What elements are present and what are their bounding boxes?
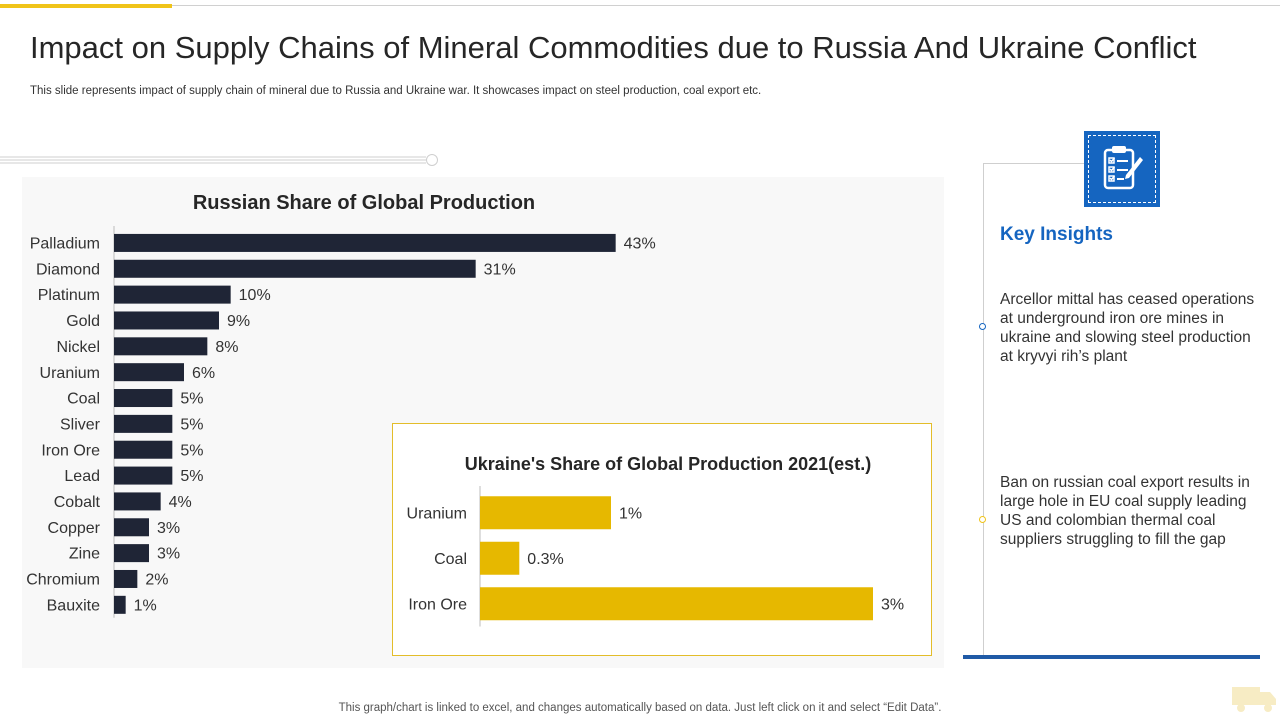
ukraine-bar <box>480 587 873 621</box>
insights-icon-box <box>1084 131 1160 207</box>
top-accent-bar <box>0 4 172 8</box>
russia-tick-label: Chromium <box>26 572 100 589</box>
russia-tick-label: Coal <box>67 391 100 408</box>
ukraine-tick-label: Uranium <box>407 505 467 522</box>
truck-icon <box>1232 687 1276 712</box>
clipboard-checklist-icon <box>1103 146 1143 190</box>
russia-data-label: 2% <box>145 572 168 589</box>
slide-title: Impact on Supply Chains of Mineral Commo… <box>30 30 1197 65</box>
russia-data-label: 6% <box>192 365 215 382</box>
russia-chart-title: Russian Share of Global Production <box>193 192 535 214</box>
russia-data-label: 10% <box>239 287 271 304</box>
footer-note: This graph/chart is linked to excel, and… <box>338 702 942 714</box>
ukraine-chart-title: Ukraine's Share of Global Production 202… <box>465 454 871 474</box>
russia-bar <box>114 414 173 433</box>
russia-bar <box>114 544 149 563</box>
russia-tick-label: Cobalt <box>54 494 101 511</box>
russia-bar <box>114 492 161 511</box>
ukraine-bar <box>480 496 611 530</box>
russia-tick-label: Iron Ore <box>41 442 100 459</box>
russia-data-label: 4% <box>169 494 192 511</box>
russia-bar <box>114 466 173 485</box>
russia-data-label: 3% <box>157 520 180 537</box>
russia-tick-label: Copper <box>48 520 101 537</box>
insights-frame-top <box>983 163 1085 164</box>
russia-bar <box>114 311 219 330</box>
russia-tick-label: Zine <box>69 546 100 563</box>
russia-tick-label: Bauxite <box>47 597 100 614</box>
top-divider-line <box>0 5 1280 6</box>
russia-data-label: 1% <box>134 597 157 614</box>
russia-tick-label: Platinum <box>38 287 100 304</box>
russia-bar-chart[interactable]: Russian Share of Global Production Pallad… <box>22 177 944 668</box>
key-insights-title: Key Insights <box>1000 224 1113 245</box>
ukraine-chart-panel[interactable]: Ukraine's Share of Global Production 202… <box>392 423 932 656</box>
russia-bar <box>114 259 476 278</box>
russia-data-label: 9% <box>227 313 250 330</box>
russia-bar <box>114 569 138 588</box>
ukraine-data-label: 3% <box>881 596 904 613</box>
russia-bar <box>114 518 149 537</box>
russia-tick-label: Lead <box>64 468 100 485</box>
russia-bar <box>114 233 616 252</box>
russia-tick-label: Palladium <box>30 236 100 253</box>
russia-tick-label: Gold <box>66 313 100 330</box>
russia-tick-label: Nickel <box>56 339 100 356</box>
russia-data-label: 5% <box>180 442 203 459</box>
russia-bar <box>114 285 231 304</box>
russia-bar <box>114 440 173 459</box>
russia-data-label: 5% <box>180 468 203 485</box>
russia-tick-label: Uranium <box>40 365 100 382</box>
russia-data-label: 3% <box>157 546 180 563</box>
insight-text-2: Ban on russian coal export results in la… <box>1000 474 1250 548</box>
ukraine-data-label: 1% <box>619 505 642 522</box>
russia-data-label: 8% <box>215 339 238 356</box>
decorative-lines <box>0 154 438 166</box>
slide-subtitle: This slide represents impact of supply c… <box>30 85 762 97</box>
insights-frame-line <box>983 163 984 655</box>
russia-data-label: 43% <box>624 236 656 253</box>
insights-bottom-bar <box>963 655 1260 659</box>
ukraine-bar-chart[interactable]: Ukraine's Share of Global Production 202… <box>393 424 933 657</box>
ukraine-tick-label: Coal <box>434 551 467 568</box>
insight-marker-2 <box>979 516 986 523</box>
ukraine-bar <box>480 541 520 575</box>
insight-text-1: Arcellor mittal has ceased operations at… <box>1000 291 1255 365</box>
russia-bar <box>114 595 126 614</box>
russia-data-label: 5% <box>180 416 203 433</box>
insight-marker-1 <box>979 323 986 330</box>
russia-data-label: 5% <box>180 391 203 408</box>
russia-data-label: 31% <box>484 261 516 278</box>
ukraine-data-label: 0.3% <box>527 551 563 568</box>
russia-bar <box>114 337 208 356</box>
russia-bar <box>114 389 173 408</box>
russia-tick-label: Diamond <box>36 261 100 278</box>
russia-tick-label: Sliver <box>60 416 101 433</box>
russia-bar <box>114 363 184 382</box>
ukraine-tick-label: Iron Ore <box>408 596 467 613</box>
